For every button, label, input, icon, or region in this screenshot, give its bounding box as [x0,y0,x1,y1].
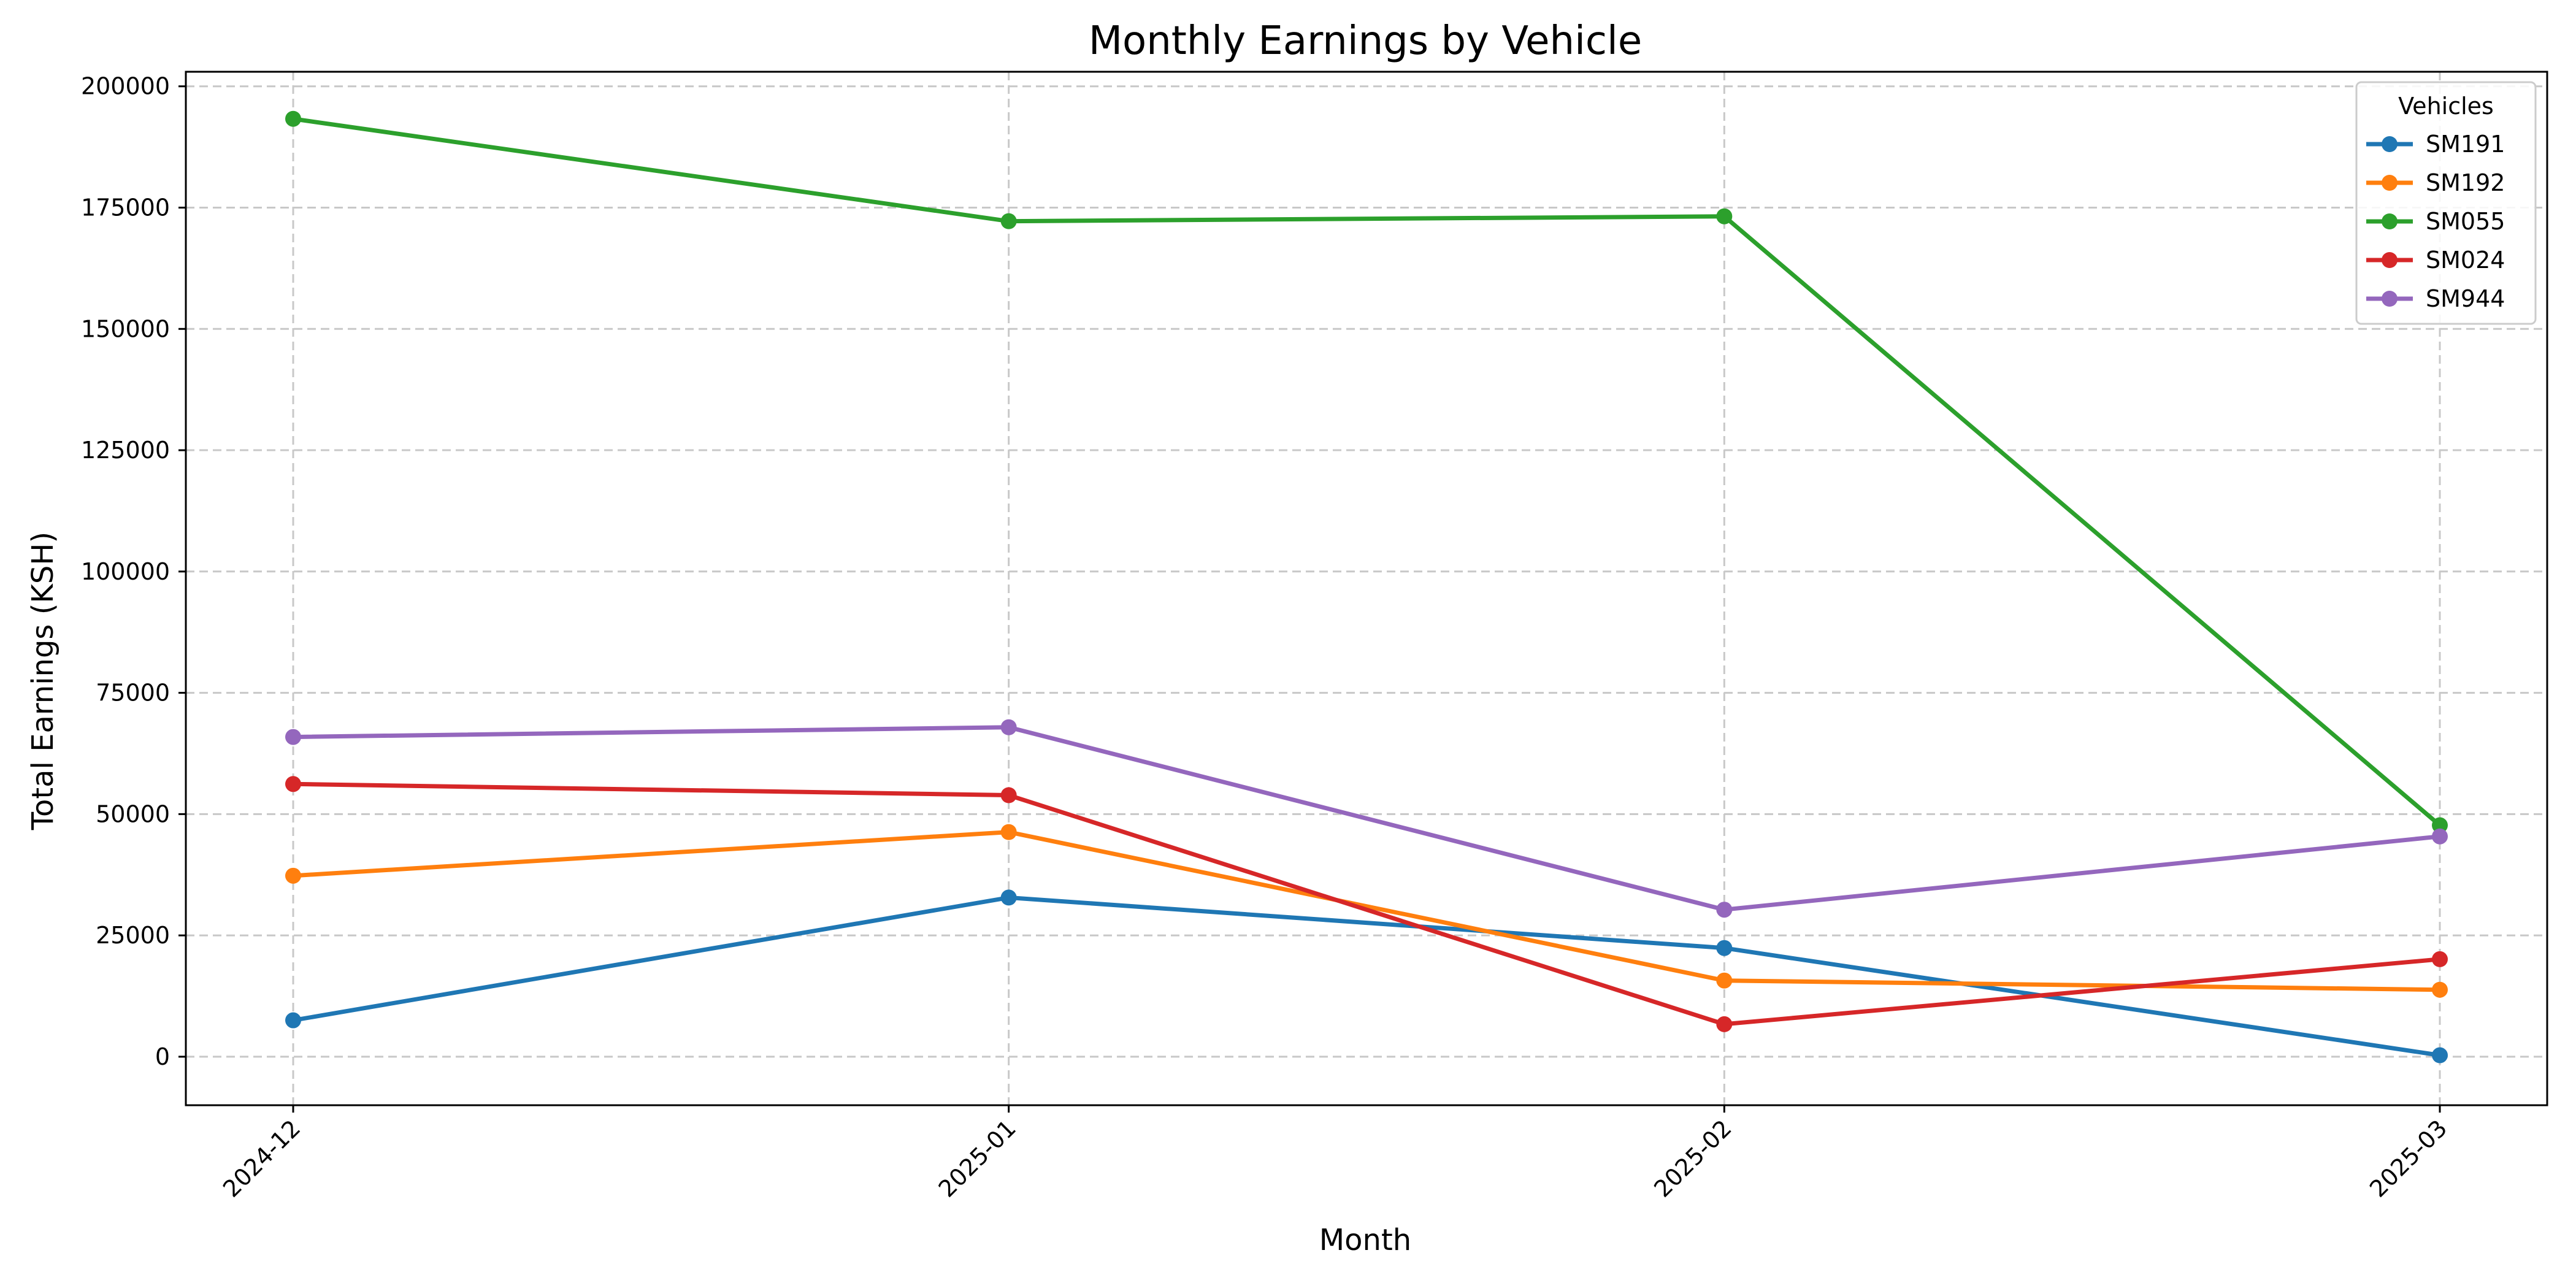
data-point [1000,213,1017,229]
y-tick-label: 200000 [81,73,170,100]
y-tick-label: 50000 [96,800,170,827]
data-point [285,110,301,127]
x-tick-label: 2025-01 [933,1114,1021,1202]
series-sm055 [285,110,2448,834]
legend: Vehicles SM191 SM192 SM055 SM024 SM944 [2355,81,2537,325]
data-point [1716,1016,1733,1032]
data-point [2432,828,2448,845]
x-tick-label: 2025-03 [2364,1114,2452,1202]
legend-label: SM055 [2426,208,2505,235]
y-tick-label: 75000 [96,680,170,707]
y-tick-label: 175000 [81,194,170,221]
legend-item-sm191: SM191 [2366,131,2505,158]
y-tick-label: 125000 [81,437,170,464]
series-line [291,781,2442,1027]
x-tick-label: 2024-12 [218,1114,305,1202]
legend-item-sm055: SM055 [2366,208,2505,235]
data-point [285,1012,301,1029]
series-sm192 [285,824,2448,998]
data-point [2432,981,2448,998]
series-line [291,830,2442,992]
y-axis-label: Total Earnings (KSH) [26,532,60,830]
data-point [1716,972,1733,989]
y-tick-label: 25000 [96,922,170,949]
grid [186,72,2547,1105]
data-point [2432,1047,2448,1064]
x-axis-ticks: 2024-12 2025-01 2025-02 2025-03 [218,1105,2452,1203]
legend-title: Vehicles [2398,93,2494,120]
legend-label: SM944 [2426,285,2505,312]
y-tick-label: 150000 [81,315,170,342]
series-sm024 [285,776,2448,1032]
data-point [1000,889,1017,906]
legend-label: SM024 [2426,247,2505,274]
data-point [285,867,301,884]
legend-item-sm944: SM944 [2366,285,2505,312]
series-lines [285,110,2448,1064]
data-point [2432,951,2448,967]
data-point [1000,824,1017,840]
y-axis-ticks: 0 25000 50000 75000 100000 125000 150000 175000… [81,73,186,1070]
data-point [1716,940,1733,956]
legend-swatch-marker [2382,291,2398,307]
legend-label: SM192 [2426,169,2505,196]
data-point [285,776,301,792]
legend-swatch-marker [2382,175,2398,191]
legend-item-sm024: SM024 [2366,247,2505,274]
x-axis-label: Month [1319,1223,1411,1257]
data-point [285,729,301,745]
data-point [1716,902,1733,918]
x-tick-label: 2025-02 [1649,1114,1736,1202]
data-point [1000,787,1017,803]
legend-label: SM191 [2426,131,2505,158]
y-tick-label: 100000 [81,558,170,585]
data-point [2432,817,2448,834]
plot-area-frame [185,71,2548,1106]
chart-title: Monthly Earnings by Vehicle [1089,18,1642,64]
data-point [1716,208,1733,224]
series-sm944 [285,719,2448,918]
legend-items: SM191 SM192 SM055 SM024 SM944 [2366,131,2505,312]
series-line [291,117,2442,828]
legend-swatch-marker [2382,136,2398,152]
legend-swatch-marker [2382,252,2398,268]
y-tick-label: 0 [155,1043,170,1070]
legend-swatch-marker [2382,213,2398,229]
data-point [1000,719,1017,735]
legend-item-sm192: SM192 [2366,169,2505,196]
series-line [291,895,2442,1058]
series-sm191 [285,889,2448,1064]
series-line [291,725,2442,912]
